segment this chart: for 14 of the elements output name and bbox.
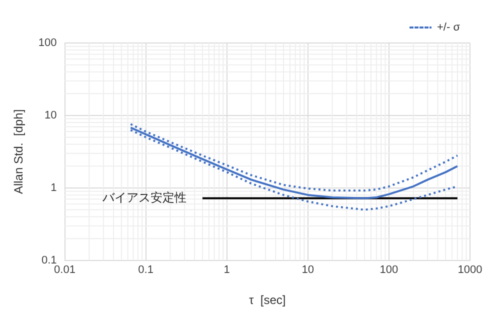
x-tick-label: 10 — [302, 264, 314, 276]
y-tick-label: 0.1 — [41, 254, 57, 266]
x-tick-label: 100 — [380, 264, 398, 276]
x-tick-label: 1 — [224, 264, 230, 276]
x-axis-title: τ [sec] — [249, 293, 286, 308]
y-tick-label: 100 — [38, 37, 57, 50]
y-axis-title: Allan Std. [dph] — [12, 109, 26, 194]
legend-label: +/- σ — [437, 22, 460, 34]
x-tick-label: 1000 — [458, 264, 482, 276]
x-tick-label: 0.1 — [138, 264, 154, 276]
y-tick-label: 10 — [44, 110, 57, 122]
x-tick-label: 0.01 — [54, 264, 76, 276]
y-tick-label: 1 — [50, 182, 57, 194]
annotation: バイアス安定性 — [101, 190, 186, 205]
